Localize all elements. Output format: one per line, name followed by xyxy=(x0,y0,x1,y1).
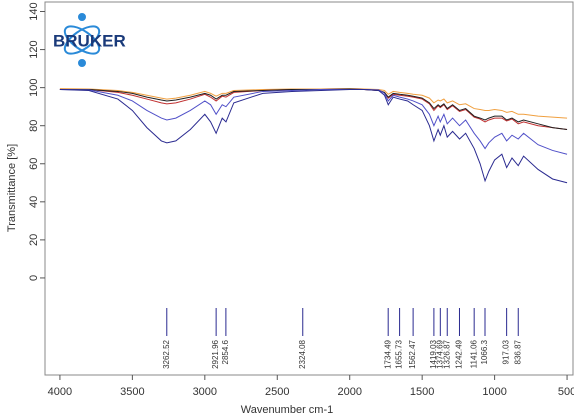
spectrum-line xyxy=(59,89,568,155)
y-tick-label: 60 xyxy=(28,158,40,170)
peak-label: 1419.03 xyxy=(429,339,438,368)
peak-label: 836.87 xyxy=(513,339,522,364)
spectrum-line xyxy=(59,88,568,131)
spectrum-line xyxy=(59,88,568,131)
peak-label: 1562.47 xyxy=(408,339,417,368)
x-tick-label: 2500 xyxy=(265,386,289,398)
x-tick-label: 3000 xyxy=(193,386,217,398)
y-tick-label: 40 xyxy=(28,196,40,208)
y-axis-label: Transmittance [%] xyxy=(6,144,18,232)
y-tick-label: 120 xyxy=(28,40,40,58)
x-axis-label: Wavenumber cm-1 xyxy=(241,404,334,416)
x-tick-label: 3500 xyxy=(120,386,144,398)
peak-label: 1734.49 xyxy=(383,339,392,368)
spectrum-line xyxy=(59,88,568,119)
peak-label: 2324.08 xyxy=(298,339,307,368)
peak-label: 2854.6 xyxy=(221,339,230,364)
x-tick-label: 2000 xyxy=(337,386,361,398)
x-tick-label: 500 xyxy=(558,386,574,398)
y-tick-label: 0 xyxy=(28,275,40,281)
y-tick-label: 80 xyxy=(28,120,40,132)
spectrum-line xyxy=(59,89,568,184)
peak-label: 1374.69 xyxy=(435,339,444,368)
peak-label: 1242.49 xyxy=(455,339,464,368)
y-tick-label: 20 xyxy=(28,234,40,246)
peak-label: 1655.73 xyxy=(395,339,404,368)
plot-frame xyxy=(44,1,574,376)
x-tick-label: 1000 xyxy=(482,386,506,398)
peak-label: 917.03 xyxy=(502,339,511,364)
peak-label: 1066.3 xyxy=(480,339,489,364)
x-tick-label: 4000 xyxy=(48,386,72,398)
x-tick-label: 1500 xyxy=(410,386,434,398)
peak-label: 2921.96 xyxy=(211,339,220,368)
y-tick-label: 140 xyxy=(28,2,40,20)
peak-label: 1141.06 xyxy=(469,339,478,368)
peak-label: 1326.87 xyxy=(442,339,451,368)
y-tick-label: 100 xyxy=(28,78,40,96)
logo-icon xyxy=(63,13,101,67)
peak-label: 3262.52 xyxy=(162,339,171,368)
logo-text: BRUKER xyxy=(53,31,126,50)
